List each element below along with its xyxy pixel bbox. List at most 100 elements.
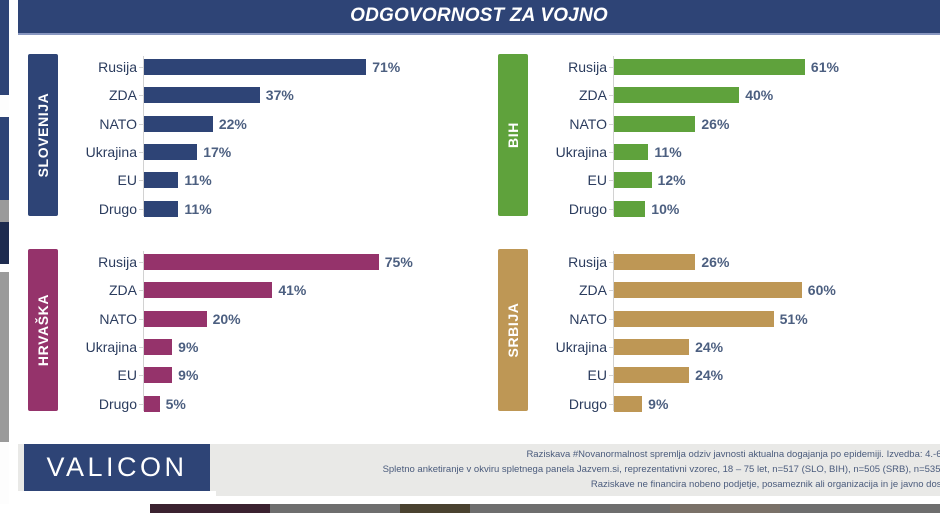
- axis-tick: [609, 318, 613, 320]
- next-slide-peek-segment: [670, 504, 780, 513]
- bar-row-hrvaska-eu: EU 9%: [67, 361, 469, 389]
- chart-title-srbija: SRBIJA: [498, 249, 528, 411]
- axis-tick: [609, 347, 613, 349]
- axis-tick: [139, 95, 143, 97]
- bar-row-bih-eu: EU 12%: [537, 166, 939, 194]
- bar-row-srbija-drugo: Drugo 9%: [537, 390, 939, 418]
- bar-row-hrvaska-nato: NATO 20%: [67, 305, 469, 333]
- bar-row-srbija-ukrajina: Ukrajina 24%: [537, 333, 939, 361]
- axis-tick: [609, 208, 613, 210]
- bar: [144, 367, 173, 384]
- axis-tick: [609, 403, 613, 405]
- category-label: Rusija: [568, 59, 607, 76]
- next-slide-peek-segment: [150, 504, 270, 513]
- bar: [144, 172, 179, 189]
- chart-panel-hrvaska: HRVAŠKA Rusija 75% ZDA 41% NATO 20% Ukrajina 9%…: [19, 245, 469, 415]
- axis-tick: [609, 180, 613, 182]
- bar-row-srbija-nato: NATO 51%: [537, 305, 939, 333]
- bar-row-bih-drugo: Drugo 10%: [537, 195, 939, 223]
- chart-title-slovenija: SLOVENIJA: [28, 54, 58, 216]
- chart-panel-srbija: SRBIJA Rusija 26% ZDA 60% NATO 51% Ukrajina 24%…: [489, 245, 939, 415]
- category-label: Ukrajina: [85, 144, 137, 161]
- bar-row-hrvaska-zda: ZDA 41%: [67, 276, 469, 304]
- plot-area-bih: Rusija 61% ZDA 40% NATO 26% Ukrajina 11% EU 12% Dr…: [537, 50, 939, 220]
- bar-value-label: 60%: [807, 282, 836, 299]
- title-banner: ODGOVORNOST ZA VOJNO: [18, 0, 940, 35]
- bar-value-label: 11%: [184, 200, 212, 217]
- axis-tick: [139, 152, 143, 154]
- bar-row-bih-nato: NATO 26%: [537, 110, 939, 138]
- footnote-line-2: Spletno anketiranje v okviru spletnega p…: [382, 464, 940, 475]
- bar: [614, 310, 774, 327]
- chart-title-bih: BIH: [498, 54, 528, 216]
- bar-value-label: 17%: [203, 144, 232, 161]
- bar-value-label: 9%: [648, 395, 669, 412]
- category-label: NATO: [99, 115, 137, 132]
- bar: [144, 200, 179, 217]
- axis-tick: [139, 290, 143, 292]
- footnote-line-3: Raziskave ne financira nobeno podjetje, …: [590, 479, 940, 490]
- chart-title-bih-text: BIH: [505, 122, 521, 148]
- category-label: ZDA: [109, 282, 137, 299]
- category-label: Rusija: [98, 59, 137, 76]
- axis-tick: [609, 152, 613, 154]
- next-slide-peek: [0, 504, 940, 513]
- bar-value-label: 26%: [701, 254, 730, 271]
- bar-row-slovenija-drugo: Drugo 11%: [67, 195, 469, 223]
- chart-panel-bih: BIH Rusija 61% ZDA 40% NATO 26% Ukrajina 11% EU 1…: [489, 50, 939, 220]
- bar: [144, 59, 367, 76]
- bar-value-label: 9%: [178, 339, 199, 356]
- bar-value-label: 37%: [265, 87, 294, 104]
- category-label: Ukrajina: [85, 339, 137, 356]
- bar-row-slovenija-nato: NATO 22%: [67, 110, 469, 138]
- bar: [614, 254, 696, 271]
- page-title: ODGOVORNOST ZA VOJNO: [350, 5, 608, 26]
- axis-tick: [139, 123, 143, 125]
- axis-tick: [139, 403, 143, 405]
- bar-value-label: 26%: [701, 115, 730, 132]
- bar-value-label: 10%: [651, 200, 680, 217]
- axis-tick: [139, 262, 143, 264]
- chart-title-hrvaska: HRVAŠKA: [28, 249, 58, 411]
- category-label: Ukrajina: [555, 339, 607, 356]
- axis-tick: [609, 123, 613, 125]
- category-label: ZDA: [579, 282, 607, 299]
- category-label: Rusija: [568, 254, 607, 271]
- value-axis-line: [613, 56, 614, 216]
- category-label: NATO: [569, 310, 607, 327]
- footer-bar: VALICON Raziskava #Novanormalnost spreml…: [18, 444, 940, 501]
- axis-tick: [139, 208, 143, 210]
- category-label: EU: [587, 172, 607, 189]
- bar: [614, 115, 696, 132]
- category-label: Drugo: [568, 200, 607, 217]
- valicon-logo: VALICON: [24, 444, 210, 491]
- bar-row-srbija-eu: EU 24%: [537, 361, 939, 389]
- bar-value-label: 75%: [384, 254, 413, 271]
- axis-tick: [609, 67, 613, 69]
- footnote-block: Raziskava #Novanormalnost spremlja odziv…: [218, 447, 940, 492]
- category-label: Rusija: [98, 254, 137, 271]
- axis-tick: [139, 67, 143, 69]
- bar-row-slovenija-rusija: Rusija 71%: [67, 53, 469, 81]
- bar-row-bih-zda: ZDA 40%: [537, 81, 939, 109]
- bar: [614, 200, 646, 217]
- bar-value-label: 24%: [695, 367, 724, 384]
- bar-value-label: 5%: [165, 395, 186, 412]
- bar: [614, 367, 690, 384]
- bar: [144, 282, 273, 299]
- edge-sliver-segment: [0, 442, 9, 504]
- bar-row-slovenija-zda: ZDA 37%: [67, 81, 469, 109]
- bar-row-hrvaska-drugo: Drugo 5%: [67, 390, 469, 418]
- bar-row-bih-ukrajina: Ukrajina 11%: [537, 138, 939, 166]
- category-label: Drugo: [98, 395, 137, 412]
- footnote-line-1: Raziskava #Novanormalnost spremlja odziv…: [526, 449, 940, 460]
- edge-sliver-segment: [0, 222, 9, 264]
- edge-sliver-segment: [0, 264, 9, 272]
- bar-value-label: 22%: [218, 115, 247, 132]
- bar-row-srbija-zda: ZDA 60%: [537, 276, 939, 304]
- bar: [144, 115, 213, 132]
- bar: [614, 87, 740, 104]
- category-label: ZDA: [579, 87, 607, 104]
- bar: [144, 254, 379, 271]
- bar: [144, 87, 260, 104]
